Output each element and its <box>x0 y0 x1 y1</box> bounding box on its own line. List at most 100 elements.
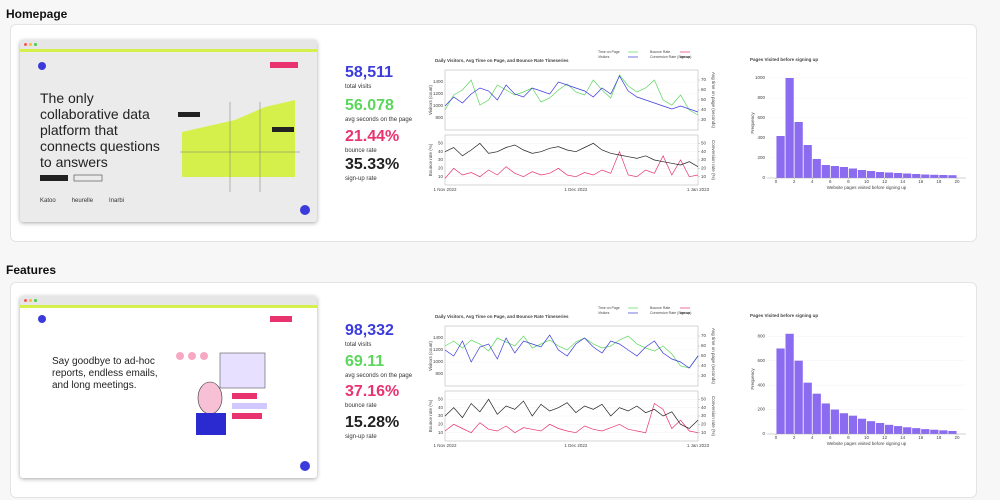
button[interactable] <box>73 174 103 182</box>
y-tick-label: 30 <box>438 157 444 162</box>
section-title: Homepage <box>6 7 68 21</box>
bar <box>948 175 957 178</box>
illustration <box>232 403 267 409</box>
y2-tick-label: 30 <box>701 117 707 122</box>
y-tick-label: 1000 <box>433 103 444 108</box>
y-tick-label: 20 <box>438 166 444 171</box>
x-tick-label: 1 Jan 2023 <box>687 187 710 192</box>
bar <box>921 174 930 178</box>
headline-line: platform that <box>40 122 118 138</box>
bar <box>848 415 858 434</box>
stat: 98,332 total visits <box>345 322 394 348</box>
legend-label: Bounce Rate <box>650 306 670 310</box>
bar <box>794 122 803 178</box>
y-tick-label: 1200 <box>433 91 444 96</box>
bar <box>821 165 830 178</box>
chat-icon[interactable] <box>300 205 310 215</box>
illustration <box>232 393 257 399</box>
logo <box>38 315 46 323</box>
bar <box>776 136 785 178</box>
bar <box>884 172 894 178</box>
illustration <box>219 352 266 389</box>
hero-headline: The only collaborative data platform tha… <box>40 90 160 170</box>
bar <box>857 418 867 434</box>
legend-label: Conversion Rate (Sign-up) <box>650 311 691 315</box>
x-tick-label: 12 <box>882 435 888 440</box>
y-tick-label: 1400 <box>433 335 444 340</box>
y-axis-label: Frequency <box>750 368 755 390</box>
tag <box>272 127 294 132</box>
stat-value: 69.11 <box>345 353 385 370</box>
x-axis-label: Website pages visited before signing up <box>827 185 907 190</box>
series-line <box>444 398 699 429</box>
chart-title: Pages Visited before signing up <box>750 57 818 62</box>
y-tick-label: 400 <box>757 382 765 387</box>
x-tick-label: 1 Jan 2023 <box>687 443 710 448</box>
illustration <box>176 352 184 360</box>
stat-label: bounce rate <box>345 403 377 409</box>
y-axis-label: Bounce rate (%) <box>428 143 433 176</box>
y-tick-label: 800 <box>757 333 765 338</box>
stat: 21.44% bounce rate <box>345 128 399 154</box>
illustration <box>232 413 262 419</box>
bar <box>848 168 858 178</box>
button[interactable] <box>40 175 68 181</box>
y-tick-label: 30 <box>438 413 444 418</box>
illustration <box>200 352 208 360</box>
y2-axis-label: Conversion rate (%) <box>711 396 716 437</box>
x-tick-label: 8 <box>847 435 850 440</box>
x-tick-label: 1 Nov 2022 <box>433 187 457 192</box>
bar <box>785 78 794 178</box>
x-tick-label: 10 <box>864 179 870 184</box>
y-tick-label: 600 <box>757 115 765 120</box>
y-tick-label: 0 <box>762 431 765 436</box>
stat-label: avg seconds on the page <box>345 117 413 123</box>
y-tick-label: 1200 <box>433 347 444 352</box>
x-tick-label: 0 <box>775 435 778 440</box>
chat-icon[interactable] <box>300 461 310 471</box>
y2-tick-label: 50 <box>701 353 707 358</box>
headline-line: Say goodbye to ad-hoc <box>52 356 155 367</box>
bar <box>903 173 912 178</box>
bar <box>912 174 921 178</box>
site-screenshot: The only collaborative data platform tha… <box>20 40 317 222</box>
stat-label: total visits <box>345 342 372 348</box>
x-tick-label: 1 Nov 2022 <box>433 443 457 448</box>
y2-tick-label: 40 <box>701 107 707 112</box>
y-tick-label: 20 <box>438 422 444 427</box>
x-tick-label: 14 <box>900 435 906 440</box>
illustration <box>196 413 226 435</box>
logo-text: heurelle <box>71 198 94 204</box>
y-tick-label: 800 <box>435 371 443 376</box>
stat-label: total visits <box>345 84 372 90</box>
y-tick-label: 0 <box>762 175 765 180</box>
x-tick-label: 0 <box>775 179 778 184</box>
plot-frame <box>444 325 699 387</box>
legend-label: Visitors <box>598 311 610 315</box>
y-axis-label: Visitors (count) <box>428 85 433 115</box>
button[interactable] <box>270 62 298 68</box>
bar <box>930 174 939 178</box>
series-line <box>444 142 699 167</box>
plot-frame <box>444 69 699 131</box>
bar <box>803 382 812 434</box>
stat-value: 37.16% <box>345 383 400 400</box>
series-line <box>444 74 699 116</box>
bar <box>921 429 930 434</box>
y-axis-label: Bounce rate (%) <box>428 399 433 432</box>
headline-line: connects questions <box>40 138 160 154</box>
browser-bar <box>20 40 317 49</box>
x-tick-label: 12 <box>882 179 888 184</box>
y2-tick-label: 30 <box>701 157 707 162</box>
y-tick-label: 10 <box>438 174 444 179</box>
stat: 35.33% sign-up rate <box>345 156 399 182</box>
x-tick-label: 16 <box>918 179 924 184</box>
bar <box>803 145 812 178</box>
logo-text: Katoo <box>40 198 56 204</box>
button[interactable] <box>270 316 292 322</box>
headline-line: collaborative data <box>40 106 150 122</box>
x-tick-label: 20 <box>954 179 960 184</box>
logo-row: Katoo heurelle Inarbi <box>40 198 124 204</box>
